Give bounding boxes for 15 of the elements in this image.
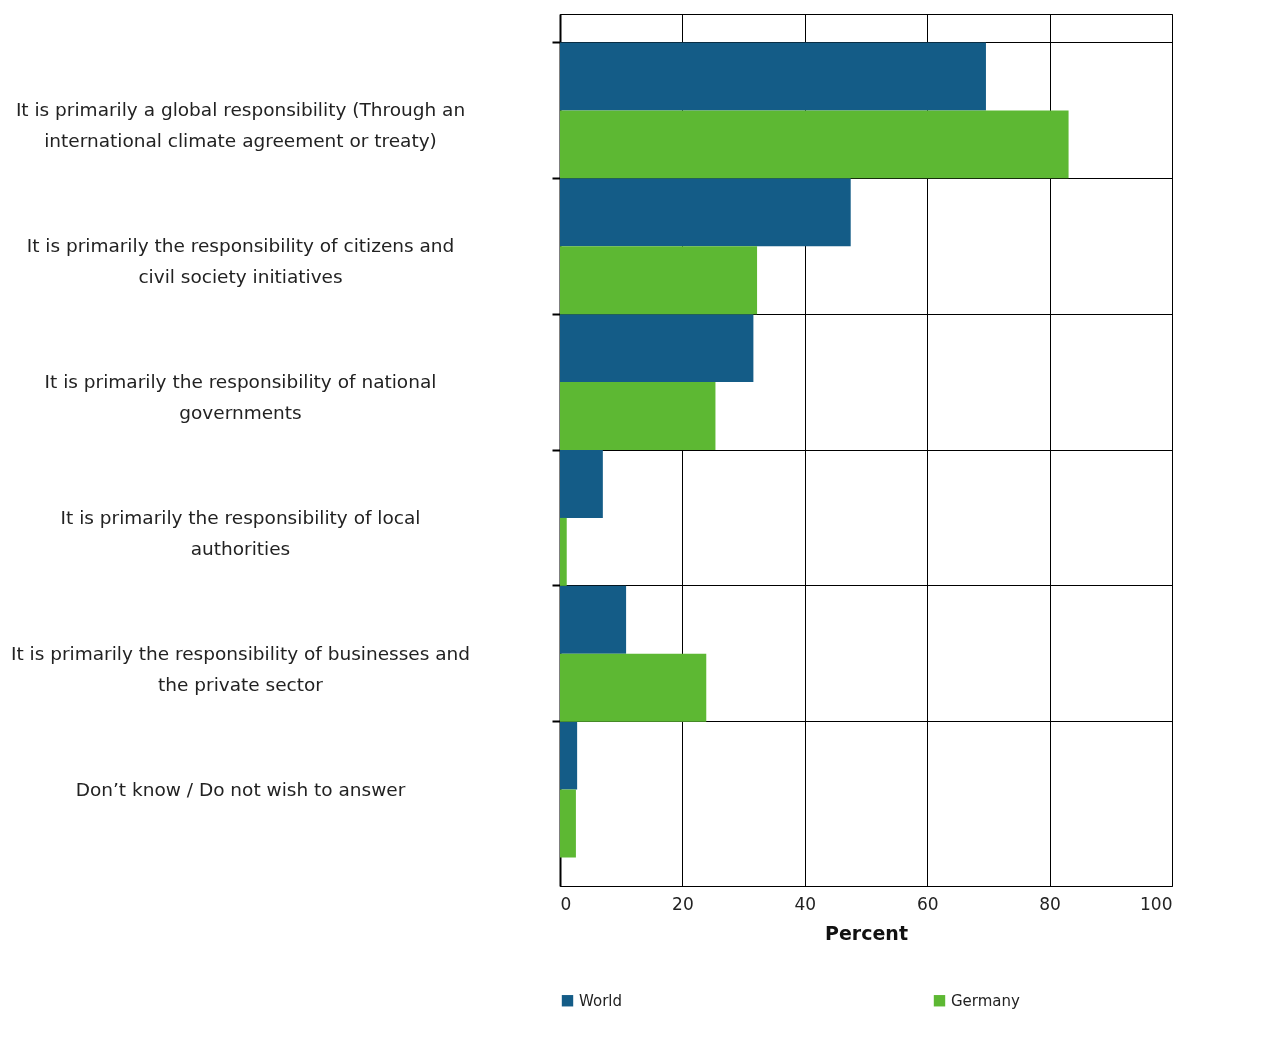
y-tick-label: It is primarily the responsibility of businesses and the private sector (10, 642, 471, 695)
x-tick-label: 20 (672, 893, 694, 914)
x-tick-label: 80 (1039, 893, 1061, 914)
y-tick-label: Don’t know / Do not wish to answer (75, 778, 406, 800)
y-tick-label: It is primarily the responsibility of national governments (44, 371, 437, 424)
x-axis-title: Percent (825, 921, 908, 944)
y-tick-label: It is primarily the responsibility of citizens and civil society initiatives (26, 235, 455, 288)
x-tick-label: 40 (794, 893, 817, 914)
y-tick-label: It is primarily a global responsibility (Through an international climate agreement or treaty) (15, 99, 466, 152)
x-tick-label: 0 (560, 893, 572, 914)
legend-label: World (579, 991, 622, 1010)
x-tick-label: 100 (1140, 893, 1173, 914)
legend-label: Germany (951, 991, 1021, 1010)
y-tick-label: It is primarily the responsibility of local authorities (60, 506, 421, 559)
x-tick-label: 60 (916, 893, 939, 914)
